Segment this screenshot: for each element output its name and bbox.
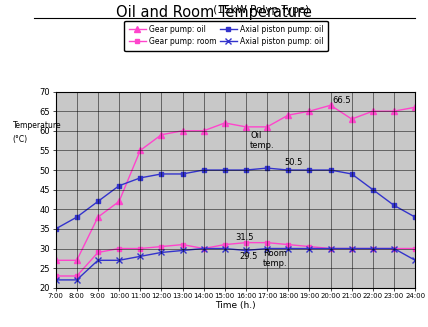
Legend: Gear pump: oil, Gear pump: room, Axial piston pump: oil, Axial piston pump: oil: Gear pump: oil, Gear pump: room, Axial p… <box>124 21 328 51</box>
Text: Temperature: Temperature <box>12 121 61 130</box>
Text: Room
temp.: Room temp. <box>263 249 288 268</box>
Text: Oil and Room Temperature: Oil and Room Temperature <box>116 5 312 20</box>
Text: 66.5: 66.5 <box>333 96 351 105</box>
Text: Oil
temp.: Oil temp. <box>250 131 275 150</box>
Text: 50.5: 50.5 <box>284 158 303 167</box>
Text: 29.5: 29.5 <box>240 252 258 261</box>
X-axis label: Time (h.): Time (h.) <box>215 301 256 310</box>
Text: (15kW Polyp Type): (15kW Polyp Type) <box>119 5 309 15</box>
Text: 31.5: 31.5 <box>235 233 254 242</box>
Text: (°C): (°C) <box>12 135 28 144</box>
